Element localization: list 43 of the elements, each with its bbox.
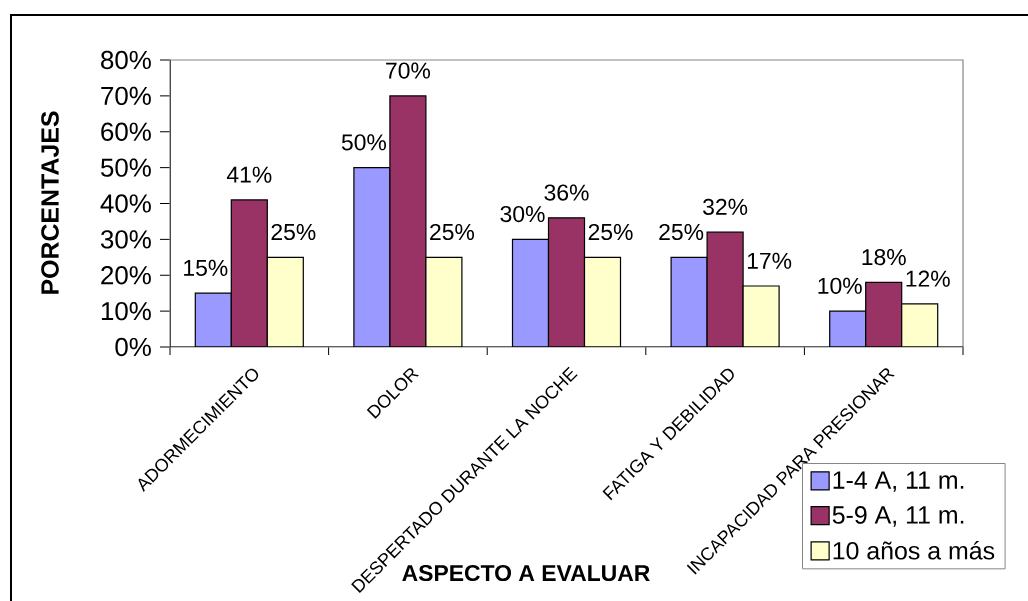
bar xyxy=(231,199,268,347)
data-label: 25% xyxy=(659,223,704,241)
y-axis-title: PORCENTAJES xyxy=(41,111,59,294)
y-tick-label: 40% xyxy=(100,194,151,213)
bar xyxy=(671,257,708,347)
bar xyxy=(389,95,426,347)
bar xyxy=(901,303,939,347)
data-label: 41% xyxy=(226,166,272,183)
legend-label: 10 años a más xyxy=(833,540,995,560)
bar xyxy=(743,286,780,347)
bar xyxy=(865,281,903,347)
data-label: 12% xyxy=(906,270,950,287)
bar xyxy=(195,293,232,347)
y-tick-label: 10% xyxy=(101,301,151,321)
bar xyxy=(548,217,585,347)
bar xyxy=(425,257,462,347)
data-label: 30% xyxy=(500,205,545,223)
bar xyxy=(829,310,867,347)
data-label: 25% xyxy=(430,223,475,241)
data-label: 36% xyxy=(544,184,589,201)
legend-label: 1-4 A, 11 m. xyxy=(833,471,964,492)
y-tick-label: 0% xyxy=(115,337,151,357)
data-label: 15% xyxy=(184,259,228,276)
bar xyxy=(267,257,304,347)
data-label: 25% xyxy=(271,223,316,241)
y-tick-label: 80% xyxy=(101,50,151,70)
data-label: 25% xyxy=(588,223,633,241)
bar xyxy=(707,232,744,347)
y-tick-label: 60% xyxy=(101,122,151,141)
data-label: 70% xyxy=(386,62,431,79)
y-tick-label: 70% xyxy=(101,86,151,106)
data-label: 18% xyxy=(862,249,906,266)
y-tick-label: 30% xyxy=(100,230,151,249)
data-label: 32% xyxy=(703,198,748,215)
data-label: 10% xyxy=(818,277,862,294)
bar xyxy=(353,167,390,347)
y-tick-label: 20% xyxy=(101,266,151,285)
y-tick-label: 50% xyxy=(100,158,151,177)
data-label: 50% xyxy=(341,134,387,151)
bar xyxy=(512,239,549,347)
legend-label: 5-9 A, 11 m. xyxy=(832,506,964,527)
bar xyxy=(584,257,621,347)
data-label: 17% xyxy=(747,252,792,269)
